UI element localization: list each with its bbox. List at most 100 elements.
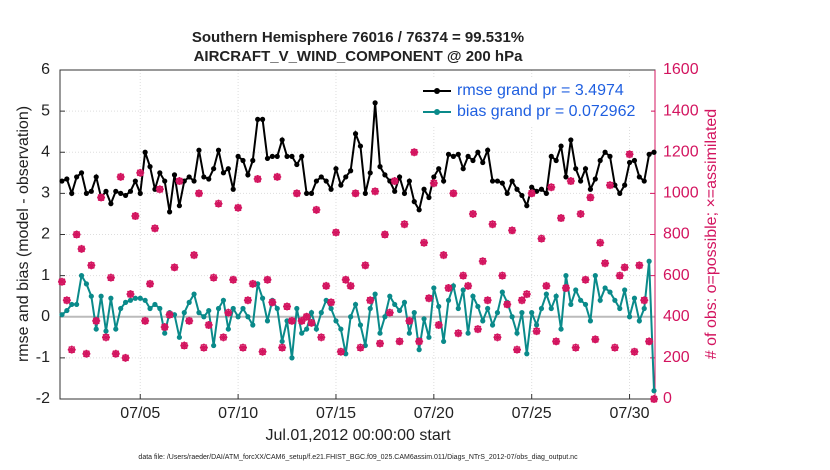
series-marker [274,153,280,159]
series-marker [426,334,432,340]
series-marker [206,176,212,182]
series-marker [558,143,564,149]
obs-count-marker [439,251,448,260]
obs-count-marker [121,353,130,362]
legend-box [419,78,651,126]
series-marker [343,174,349,180]
series-marker [421,186,427,192]
obs-count-marker [591,335,600,344]
y2-tick-label: 0 [663,390,672,407]
y2-tick-label: 1600 [663,61,699,78]
obs-count-marker [503,300,512,309]
series-marker [59,178,65,184]
series-marker [553,157,559,164]
series-marker [147,164,153,170]
series-marker [152,186,158,192]
series-marker [225,166,231,172]
series-marker [313,178,319,184]
obs-count-marker [131,211,140,220]
series-marker [279,137,285,143]
obs-count-marker [620,263,629,272]
series-marker [636,174,642,180]
series-marker [475,303,481,310]
obs-count-marker [640,296,649,305]
series-marker [191,291,197,297]
series-marker [401,190,408,196]
series-marker [211,166,217,172]
y2-tick-label: 200 [663,349,690,366]
series-marker [211,342,217,349]
series-marker [245,172,251,178]
obs-count-marker [248,279,257,288]
obs-count-marker [576,209,585,218]
series-marker [64,176,70,182]
series-marker [646,258,652,264]
series-marker [455,151,461,157]
series-marker [245,314,251,320]
series-marker [573,166,579,172]
obs-count-marker [400,220,409,229]
x-tick-label: 07/20 [414,405,454,422]
series-marker [592,176,598,182]
series-marker [475,149,481,155]
obs-count-marker [380,230,389,239]
series-marker [436,166,442,172]
obs-count-marker [454,329,463,338]
series-marker [318,310,324,316]
obs-count-marker [180,341,189,350]
obs-count-marker [268,298,277,307]
obs-count-marker [508,226,517,235]
series-marker [519,310,525,316]
series-marker [215,305,222,312]
series-marker [294,305,300,312]
y-axis-label: rmse and bias (model - observation) [15,106,32,362]
series-marker [533,322,540,328]
series-marker [225,326,231,332]
series-marker [558,326,564,332]
obs-count-marker [625,150,634,159]
series-marker [582,301,589,308]
series-marker [587,186,594,192]
series-marker [489,178,496,184]
series-marker [255,116,261,122]
series-marker [578,297,584,303]
series-marker [137,190,143,196]
series-marker [470,157,476,164]
x-tick-label: 07/05 [120,405,160,422]
series-marker [641,305,647,312]
obs-count-marker [317,333,326,342]
series-marker [543,190,549,196]
series-marker [494,178,501,184]
obs-count-marker [160,323,169,332]
y-tick-label: 6 [41,61,50,78]
series-marker [465,330,471,336]
series-marker [651,388,657,394]
series-marker [401,299,408,305]
series-marker [74,301,80,308]
y-tick-label: -2 [36,390,50,407]
series-marker [436,303,442,310]
series-marker [294,161,300,168]
obs-count-marker [77,244,86,253]
obs-count-marker [527,189,536,198]
series-marker [426,194,432,201]
series-marker [299,330,305,336]
series-marker [279,338,285,345]
y-tick-label: 5 [41,102,50,119]
series-marker [602,285,608,291]
obs-count-marker [601,259,610,268]
series-marker [157,305,163,312]
y-tick-label: 4 [41,143,50,160]
series-marker [328,186,334,192]
series-marker [470,293,476,299]
obs-count-marker [87,261,96,270]
obs-count-marker [405,316,414,325]
obs-count-marker [586,193,595,202]
series-marker [250,157,256,164]
series-marker [597,157,603,164]
series-marker [308,310,315,316]
series-marker [485,305,491,312]
obs-count-marker [434,320,443,329]
series-marker [626,159,633,166]
series-marker [387,178,393,184]
